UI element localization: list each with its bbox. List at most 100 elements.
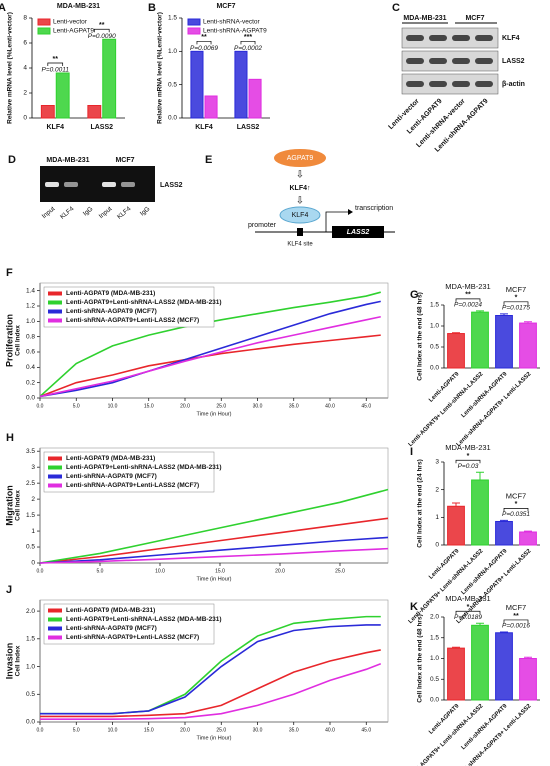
y-tick-label: 0.4 [26, 364, 35, 371]
significance-stars: ** [99, 22, 105, 29]
group-label: MCF7 [465, 15, 484, 22]
significance-bracket [503, 508, 529, 512]
x-tick-label: 35.0 [289, 727, 299, 733]
bar [447, 647, 465, 701]
y-tick-label: 3 [435, 459, 439, 466]
y-tick-label: 1.0 [168, 48, 177, 55]
series-line [40, 624, 381, 715]
y-tick-label: 0.5 [26, 544, 35, 551]
legend-label: Lenti-shRNA-AGPAT9 (MCF7) [66, 625, 157, 632]
error-bar [476, 471, 484, 480]
blot-band [475, 35, 493, 41]
bar [55, 72, 70, 119]
x-tick-label: 30.0 [253, 727, 263, 733]
x-tick-label: 30.0 [253, 403, 263, 409]
error-bar [452, 646, 460, 649]
y-tick-label: 1.5 [26, 636, 35, 643]
transcription-label: transcription [355, 205, 393, 212]
y-tick-label: 2 [435, 486, 439, 493]
series-line [39, 291, 381, 398]
series-line [40, 649, 381, 718]
y-tick-label: 0.8 [26, 333, 35, 340]
y-axis-label: Relative mRNA level (%Lenti-vector) [157, 12, 164, 124]
y-tick-label: 0.5 [430, 676, 439, 683]
plot-frame [39, 282, 389, 399]
band-label: LASS2 [502, 58, 525, 65]
legend-box [43, 603, 215, 645]
series-line [39, 334, 381, 398]
panel-letter: F [6, 267, 13, 279]
x-tick-label: 0.0 [37, 568, 44, 574]
factor-label: KLF4 [292, 212, 309, 219]
bar [102, 38, 117, 119]
plot-frame [39, 447, 389, 564]
panel-letter: G [410, 289, 419, 301]
bar [234, 50, 248, 119]
legend-label: Lenti-AGPAT9+Lenti-shRNA-LASS2 (MDA-MB-2… [66, 299, 222, 306]
x-axis-label: Time (in Hour) [197, 411, 232, 417]
group-name: MCF7 [506, 603, 526, 612]
x-tick-label: 5.0 [97, 568, 104, 574]
y-tick-label: 1 [31, 528, 35, 535]
side-label: Invasion [4, 643, 14, 680]
legend-swatch [187, 18, 201, 26]
blot-band [406, 35, 424, 41]
bar [471, 479, 489, 546]
legend-label: Lenti-shRNA-AGPAT9+Lenti-LASS2 (MCF7) [66, 317, 199, 324]
bar [519, 322, 537, 369]
legend-swatch [187, 27, 201, 35]
bar [495, 632, 513, 701]
significance-stars: ** [201, 34, 207, 41]
inducer-shape [274, 149, 326, 167]
legend-swatch [48, 608, 62, 613]
y-tick-label: 1.5 [168, 15, 177, 22]
x-tick-label: 10.0 [108, 403, 118, 409]
group-name: MDA-MB-231 [445, 443, 490, 452]
bar [248, 78, 262, 119]
p-value: P=0.0016 [502, 623, 530, 630]
x-tick-label: LASS2 [90, 124, 113, 131]
promoter-label: promoter [248, 222, 277, 229]
y-tick-label: 0.2 [26, 379, 35, 386]
blot-band [452, 58, 470, 64]
panel-letter: H [6, 432, 14, 444]
legend-label: Lenti-AGPAT9+Lenti-shRNA-LASS2 (MDA-MB-2… [66, 616, 222, 623]
bar [495, 520, 513, 546]
error-bar [524, 321, 532, 324]
error-bar [452, 502, 460, 507]
gel-band [121, 182, 135, 187]
x-tick-label: 15.0 [144, 403, 154, 409]
series-line [39, 315, 381, 398]
x-tick-label: KLF4 [195, 124, 213, 131]
arrow: ⇩ [296, 170, 304, 181]
bar [87, 105, 102, 119]
x-axis-label: Time (in Hour) [197, 576, 232, 582]
x-tick-label: 40.0 [325, 403, 335, 409]
p-value: P=0.0189 [454, 614, 482, 621]
blot-strip [401, 27, 499, 49]
legend-box [43, 451, 215, 493]
significance-stars: * [515, 501, 518, 508]
y-tick-label: 8 [23, 15, 27, 22]
p-value: P=0.0090 [88, 33, 116, 40]
panel-letter: B [148, 2, 156, 14]
legend-swatch [48, 465, 62, 470]
panel-letter: D [8, 154, 16, 166]
x-tick-label: 10.0 [155, 568, 165, 574]
legend-swatch [48, 626, 62, 631]
bar [519, 658, 537, 701]
significance-stars: ** [465, 292, 471, 299]
group-name: MCF7 [506, 285, 526, 294]
side-label: Migration [4, 485, 14, 526]
y-tick-label: 0.5 [168, 81, 177, 88]
side-label: Proliferation [4, 314, 14, 367]
y-tick-label: 0.6 [26, 349, 35, 356]
group-label: MDA-MB-231 [46, 157, 89, 164]
x-axis-label: Time (in Hour) [197, 735, 232, 741]
y-tick-label: 2 [31, 496, 35, 503]
legend-swatch [37, 27, 51, 35]
band-label: LASS2 [160, 182, 183, 189]
legend-swatch [48, 291, 62, 296]
bar [519, 531, 537, 546]
error-bar [476, 622, 484, 626]
